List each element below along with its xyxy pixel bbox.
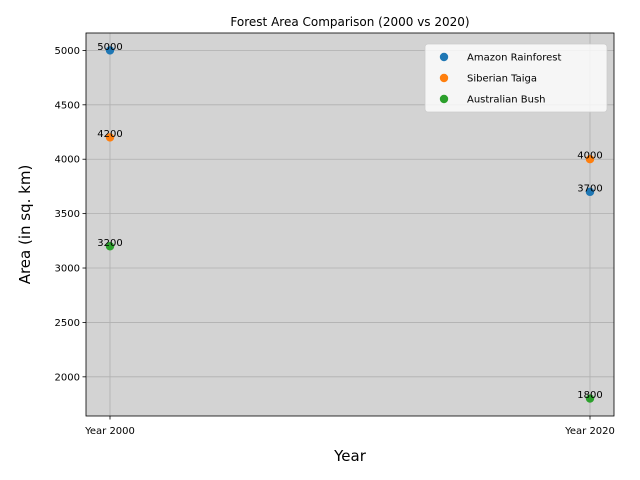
legend-marker [439,52,449,62]
legend-entry: Siberian Taiga [467,74,537,85]
data-points [105,46,595,403]
y-tick-label: 2000 [55,372,80,383]
y-tick-label: 4000 [55,155,80,166]
axes: Year 2000 Year 2020 2000 2500 3000 3500 4000 45… [55,32,615,437]
plot-frame [85,32,615,417]
legend: Amazon Rainforest Siberian Taiga Australia… [424,43,608,113]
data-label: 1800 [577,390,602,401]
data-label: 3700 [577,183,602,194]
data-point [585,187,595,197]
data-label: 4000 [577,151,602,162]
legend-entry: Amazon Rainforest [467,53,561,64]
x-axis-label: Year [333,447,367,465]
data-label: 3200 [97,238,122,249]
y-tick-label: 2500 [55,318,80,329]
data-point [105,242,115,251]
data-point [585,394,595,403]
grid-lines [86,33,614,416]
legend-box [424,43,608,113]
legend-entry: Australian Bush [467,95,546,106]
data-labels: 5000 3700 4200 4000 3200 1800 [97,42,602,401]
y-tick-label: 4500 [55,100,80,111]
data-point [585,155,595,164]
x-tick-label: Year 2020 [564,426,615,437]
y-axis-label: Area (in sq. km) [16,165,34,285]
y-tick-label: 3500 [55,209,80,220]
chart-title: Forest Area Comparison (2000 vs 2020) [230,15,469,29]
data-point [105,133,115,142]
legend-marker [439,94,449,104]
legend-marker [439,73,449,83]
data-point [105,46,115,55]
data-label: 4200 [97,129,122,140]
y-tick-label: 5000 [55,46,80,57]
x-tick-label: Year 2000 [84,426,135,437]
data-label: 5000 [97,42,122,53]
y-tick-label: 3000 [55,264,80,275]
